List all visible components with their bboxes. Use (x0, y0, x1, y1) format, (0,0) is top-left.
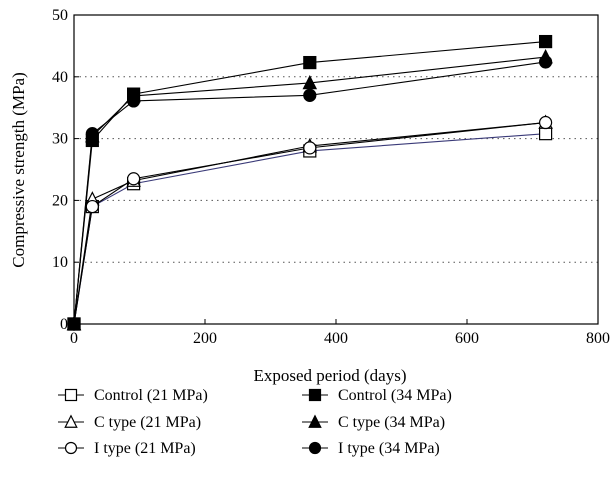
data-point (302, 74, 318, 90)
legend: Control (21 MPa) Control (34 MPa) C type (… (58, 387, 452, 457)
legend-item: I type (21 MPa) (58, 440, 196, 457)
legend-item: Control (34 MPa) (302, 387, 452, 404)
y-tick-label: 50 (52, 7, 68, 24)
legend-item: C type (21 MPa) (58, 414, 201, 431)
series-1 (67, 127, 553, 331)
x-tick-label: 0 (70, 330, 78, 347)
y-tick-label: 0 (60, 316, 68, 333)
x-tick-label: 600 (455, 330, 479, 347)
legend-marker (308, 441, 322, 455)
y-tick-label: 30 (52, 131, 68, 148)
legend-label: Control (21 MPa) (94, 387, 208, 404)
legend-marker (308, 414, 322, 428)
y-tick-label: 40 (52, 69, 68, 86)
x-tick-label: 800 (586, 330, 610, 347)
legend-item: C type (34 MPa) (302, 414, 445, 431)
legend-label: Control (34 MPa) (338, 387, 452, 404)
data-point (303, 55, 317, 70)
legend-label: I type (21 MPa) (94, 440, 196, 457)
data-point (303, 88, 317, 102)
y-axis-label: Compressive strength (MPa) (9, 72, 28, 267)
data-point (538, 115, 553, 130)
data-point (127, 94, 141, 108)
data-point (538, 34, 553, 49)
plot-frame (73, 14, 599, 325)
legend-label: I type (34 MPa) (338, 440, 440, 457)
x-axis-label: Exposed period (days) (254, 366, 407, 385)
axes (73, 14, 599, 325)
data-point (85, 127, 99, 141)
legend-marker (64, 441, 78, 455)
y-tick-label: 20 (52, 192, 68, 209)
series-group (66, 34, 553, 331)
legend-item: I type (34 MPa) (302, 440, 440, 457)
grid (74, 76, 598, 263)
legend-label: C type (34 MPa) (338, 414, 445, 431)
series-line (73, 133, 546, 325)
y-tick-label: 10 (52, 254, 68, 271)
data-point (85, 199, 99, 214)
legend-label: C type (21 MPa) (94, 414, 201, 431)
series-6 (67, 55, 553, 331)
legend-marker (64, 414, 78, 428)
data-point (67, 317, 81, 331)
legend-marker (308, 388, 322, 402)
data-point (538, 127, 553, 141)
legend-item: Control (21 MPa) (58, 387, 208, 404)
legend-marker (64, 388, 78, 402)
data-point (127, 172, 141, 186)
data-point (538, 55, 553, 69)
x-tick-label: 200 (193, 330, 217, 347)
series-3 (67, 115, 553, 331)
x-tick-label: 400 (324, 330, 348, 347)
data-point (303, 141, 317, 155)
